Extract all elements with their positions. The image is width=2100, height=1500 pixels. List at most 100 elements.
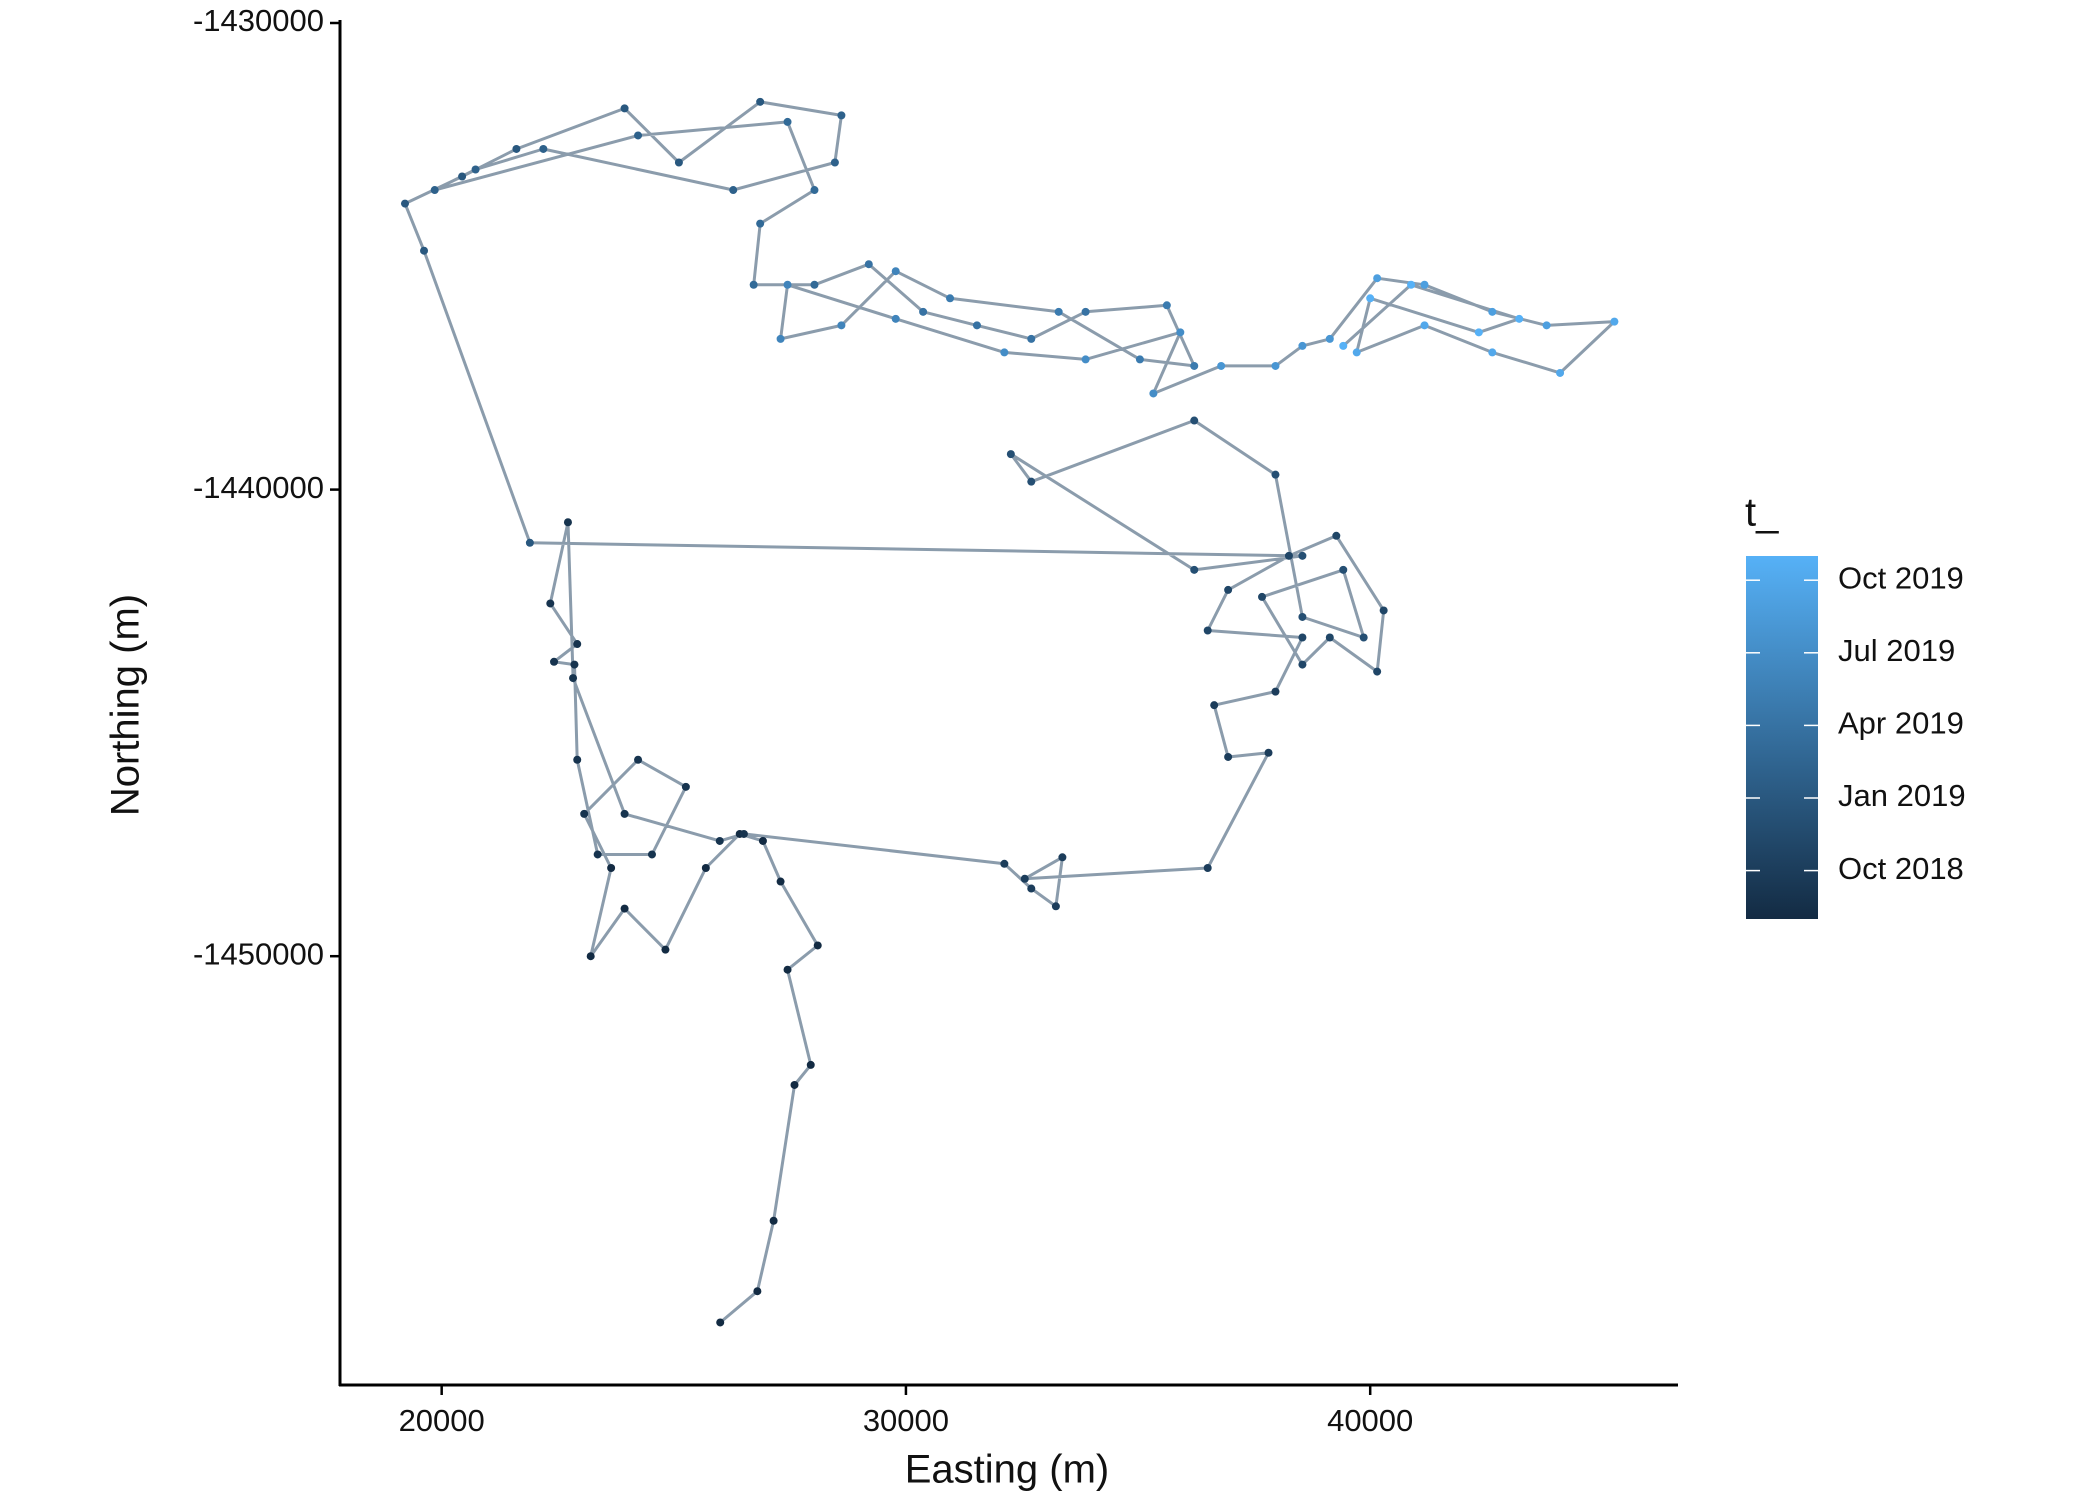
track-point	[716, 1318, 725, 1327]
track-point	[1081, 355, 1090, 364]
track-point	[1379, 606, 1388, 615]
track-point	[1298, 612, 1307, 621]
track-point	[756, 97, 765, 106]
track-point	[620, 809, 629, 818]
track-point	[647, 850, 656, 859]
track-point	[729, 186, 738, 195]
track-point	[1556, 368, 1565, 377]
track-point	[634, 131, 643, 140]
y-axis-title: Northing (m)	[104, 594, 148, 816]
track-point	[946, 294, 955, 303]
track-point	[1373, 667, 1382, 676]
track-point	[569, 674, 578, 683]
track-point	[1058, 853, 1067, 862]
track-point	[580, 809, 589, 818]
track-point	[1217, 361, 1226, 370]
track-point	[1610, 317, 1619, 326]
track-point	[430, 186, 439, 195]
track-point	[1515, 314, 1524, 323]
track-point	[570, 660, 579, 669]
track-point	[972, 321, 981, 330]
track-point	[776, 334, 785, 343]
track-point	[790, 1080, 799, 1089]
track-point	[634, 755, 643, 764]
colorbar-label: Jan 2019	[1838, 778, 1966, 813]
track-point	[1203, 864, 1212, 873]
track-point	[586, 952, 595, 961]
track-point	[512, 144, 521, 153]
track-point	[1190, 565, 1199, 574]
track-point	[550, 657, 559, 666]
x-axis-title: Easting (m)	[905, 1448, 1110, 1492]
track-point	[749, 280, 758, 289]
track-point	[1420, 280, 1429, 289]
track-point	[539, 144, 548, 153]
track-point	[1339, 341, 1348, 350]
track-point	[1339, 565, 1348, 574]
track-point	[546, 599, 555, 608]
track-point	[593, 850, 602, 859]
track-point	[681, 782, 690, 791]
track-point	[1332, 531, 1341, 540]
track-point	[1203, 626, 1212, 635]
colorbar-label: Jul 2019	[1838, 633, 1955, 668]
track-point	[1325, 334, 1334, 343]
track-point	[1407, 280, 1416, 289]
track-point	[891, 314, 900, 323]
x-tick-label: 40000	[1327, 1403, 1413, 1438]
track-point	[1488, 307, 1497, 316]
track-point	[1298, 633, 1307, 642]
track-point	[400, 199, 409, 208]
track-point	[1027, 884, 1036, 893]
track-point	[758, 836, 767, 845]
track-point	[458, 172, 467, 181]
track-point	[573, 640, 582, 649]
track-point	[1006, 450, 1015, 459]
track-point	[1542, 321, 1551, 330]
track-point	[1224, 752, 1233, 761]
track-point	[776, 877, 785, 886]
track-point	[1298, 660, 1307, 669]
track-point	[525, 538, 534, 547]
track-point	[1176, 328, 1185, 337]
track-point	[1027, 477, 1036, 486]
track-point	[783, 117, 792, 126]
track-point	[753, 1287, 762, 1296]
track-point	[756, 219, 765, 228]
track-point	[1264, 748, 1273, 757]
track-point	[1298, 341, 1307, 350]
track-point	[813, 941, 822, 950]
track-point	[1474, 328, 1483, 337]
track-point	[607, 864, 616, 873]
track-point	[1258, 592, 1267, 601]
track-point	[864, 260, 873, 269]
track-point	[837, 111, 846, 120]
track-point	[1135, 355, 1144, 364]
track-point	[1051, 902, 1060, 911]
track-point	[1271, 361, 1280, 370]
colorbar-label: Apr 2019	[1838, 706, 1964, 741]
track-point	[1373, 274, 1382, 283]
track-point	[661, 945, 670, 954]
y-tick-label: -1430000	[193, 3, 324, 38]
track-point	[1210, 701, 1219, 710]
track-point	[1027, 334, 1036, 343]
track-point	[573, 755, 582, 764]
track-point	[1162, 301, 1171, 310]
track-point	[1081, 307, 1090, 316]
track-point	[830, 158, 839, 167]
track-point	[1366, 294, 1375, 303]
track-point	[1420, 321, 1429, 330]
legend-title: t_	[1745, 491, 1779, 535]
track-point	[1298, 551, 1307, 560]
track-point	[806, 1060, 815, 1069]
track-point	[715, 836, 724, 845]
track-point	[563, 518, 572, 527]
track-point	[739, 829, 748, 838]
track-point	[1149, 389, 1158, 398]
track-point	[1359, 633, 1368, 642]
y-tick-label: -1450000	[193, 936, 324, 971]
track-line	[403, 100, 1616, 1324]
track-point	[701, 864, 710, 873]
track-point	[837, 321, 846, 330]
